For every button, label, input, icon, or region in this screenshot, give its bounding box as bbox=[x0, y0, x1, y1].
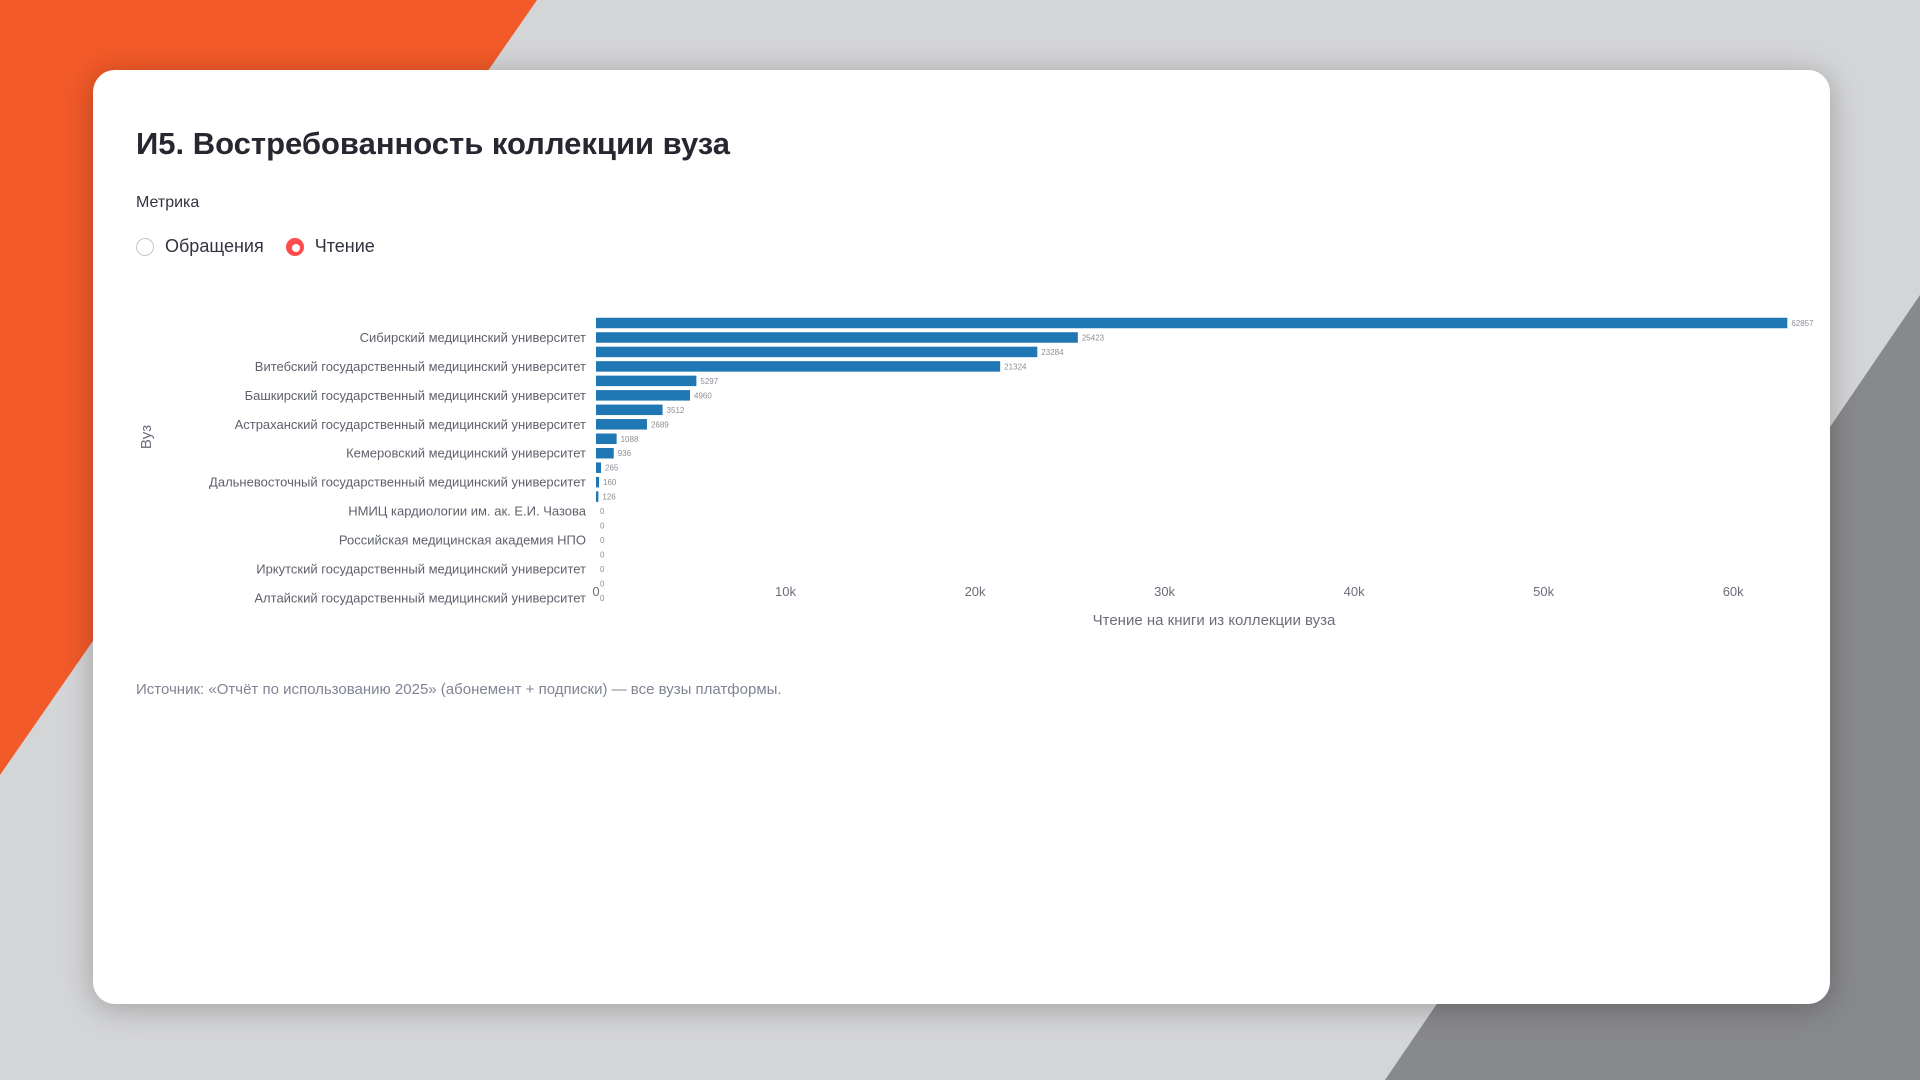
x-tick-label: 0 bbox=[592, 584, 599, 599]
bar[interactable] bbox=[596, 317, 1788, 329]
x-axis-title: Чтение на книги из коллекции вуза bbox=[1093, 612, 1336, 629]
main-card: И5. Востребованность коллекции вуза Метр… bbox=[93, 70, 1830, 1004]
y-tick-label: Иркутский государственный медицинский ун… bbox=[256, 561, 586, 576]
bar-data-label: 0 bbox=[600, 522, 605, 531]
bar[interactable] bbox=[596, 447, 614, 459]
bar-data-label: 5297 bbox=[700, 377, 718, 386]
x-tick-label: 50k bbox=[1533, 584, 1554, 599]
y-tick-label: Алтайский государственный медицинский ун… bbox=[254, 590, 586, 605]
bar[interactable] bbox=[596, 346, 1038, 358]
y-axis-title: Вуз bbox=[138, 425, 155, 449]
y-tick-label: Башкирский государственный медицинский у… bbox=[245, 388, 586, 403]
y-tick-label: Витебский государственный медицинский ун… bbox=[255, 359, 586, 374]
bar-data-label: 936 bbox=[618, 449, 632, 458]
bar-data-label: 4960 bbox=[694, 391, 712, 400]
x-tick-label: 10k bbox=[775, 584, 796, 599]
metric-radio-group: Обращения Чтение bbox=[136, 236, 397, 257]
bar-data-label: 126 bbox=[602, 493, 616, 502]
bar-data-label: 265 bbox=[605, 464, 619, 473]
y-tick-label: Сибирский медицинский университет bbox=[360, 330, 586, 345]
metric-label: Метрика bbox=[136, 194, 200, 211]
bar[interactable] bbox=[596, 476, 600, 488]
bar-data-label: 2689 bbox=[651, 420, 669, 429]
bar[interactable] bbox=[596, 361, 1001, 372]
y-tick-label: Кемеровский медицинский университет bbox=[346, 446, 586, 461]
x-tick-label: 20k bbox=[965, 584, 986, 599]
bar-data-label: 25423 bbox=[1082, 333, 1105, 342]
bar-data-label: 0 bbox=[600, 507, 605, 516]
y-tick-label: Астраханский государственный медицинский… bbox=[235, 417, 586, 432]
bar[interactable] bbox=[596, 433, 617, 445]
bar-data-label: 0 bbox=[600, 551, 605, 560]
y-tick-label: Дальневосточный государственный медицинс… bbox=[209, 475, 586, 490]
bar[interactable] bbox=[596, 332, 1078, 343]
radio-option-requests[interactable]: Обращения bbox=[136, 236, 264, 257]
bar-data-label: 23284 bbox=[1041, 348, 1064, 357]
bar-data-label: 21324 bbox=[1004, 362, 1027, 371]
x-tick-label: 40k bbox=[1344, 584, 1365, 599]
bar-data-label: 0 bbox=[600, 565, 605, 574]
bar[interactable] bbox=[596, 375, 697, 387]
source-note: Источник: «Отчёт по использованию 2025» … bbox=[136, 681, 782, 698]
radio-label-requests: Обращения bbox=[165, 236, 264, 256]
bar-data-label: 0 bbox=[600, 536, 605, 545]
bar[interactable] bbox=[596, 491, 599, 502]
bar-chart: 62857 25423 Сибирский медицинский универси… bbox=[138, 317, 1814, 629]
bar-data-label: 3512 bbox=[667, 406, 685, 415]
x-tick-label: 30k bbox=[1154, 584, 1175, 599]
page-title: И5. Востребованность коллекции вуза bbox=[136, 126, 731, 161]
radio-circle-requests[interactable] bbox=[136, 237, 154, 256]
bar[interactable] bbox=[596, 404, 663, 416]
y-tick-label: Российская медицинская академия НПО bbox=[339, 533, 586, 548]
radio-option-reading[interactable]: Чтение bbox=[285, 236, 375, 257]
bar-data-label: 0 bbox=[600, 594, 605, 603]
radio-circle-reading[interactable] bbox=[285, 237, 304, 256]
bar-data-label: 160 bbox=[603, 478, 617, 487]
radio-label-reading: Чтение bbox=[314, 236, 375, 256]
bar[interactable] bbox=[596, 462, 602, 473]
x-tick-label: 60k bbox=[1723, 584, 1744, 599]
y-tick-label: НМИЦ кардиологии им. ак. Е.И. Чазова bbox=[348, 504, 587, 519]
bar[interactable] bbox=[596, 390, 691, 401]
bar[interactable] bbox=[596, 419, 647, 430]
bar-data-label: 1088 bbox=[621, 435, 639, 444]
bar-data-label: 62857 bbox=[1791, 319, 1814, 328]
bar-data-label: 0 bbox=[600, 579, 605, 588]
